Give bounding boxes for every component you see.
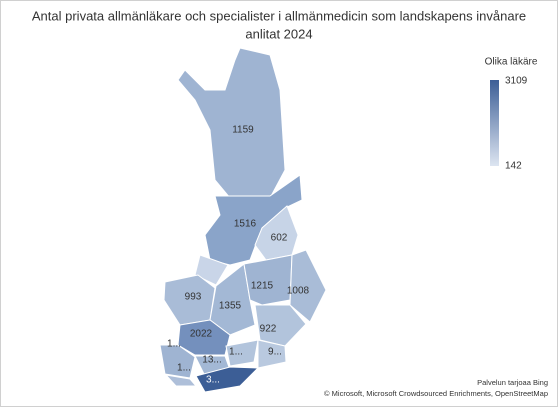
region-label: 3... <box>206 375 220 386</box>
region-label: 1215 <box>251 281 274 292</box>
region-labels: 1159 1516 602 1215 1008 993 1355 2022 922 1... 13.… <box>167 125 310 386</box>
region <box>225 339 259 367</box>
region-label: 1355 <box>219 301 242 312</box>
region-label: 1... <box>177 363 191 374</box>
region <box>195 366 260 393</box>
region-label: 1159 <box>232 125 254 136</box>
legend-min: 142 <box>505 161 522 172</box>
region-label: 993 <box>185 292 202 303</box>
region <box>164 374 198 387</box>
region <box>194 254 229 286</box>
region-label: 13... <box>202 355 221 366</box>
title-line: Antal privata allmänläkare och specialis… <box>32 8 526 23</box>
region-label: 922 <box>260 324 277 335</box>
region-label: 2022 <box>190 329 213 340</box>
region-label: 9... <box>268 347 282 358</box>
region <box>257 339 287 369</box>
legend-title: Olika läkäre <box>485 57 538 68</box>
legend-max: 3109 <box>505 76 528 87</box>
region <box>159 344 196 379</box>
attribution: Palvelun tarjoaa Bing <box>477 378 548 387</box>
region-label: 1008 <box>287 286 310 297</box>
legend-gradient <box>490 80 499 166</box>
region <box>254 304 307 347</box>
region <box>177 47 286 199</box>
region-label: 602 <box>271 233 288 244</box>
region-label: 1... <box>229 347 243 358</box>
region-label: 1516 <box>234 219 257 230</box>
attribution: © Microsoft, Microsoft Crowdsourced Enri… <box>324 389 548 398</box>
region-label: 1... <box>167 339 181 350</box>
title-line: anlitat 2024 <box>245 26 312 41</box>
region <box>289 249 327 323</box>
regions <box>159 47 327 393</box>
